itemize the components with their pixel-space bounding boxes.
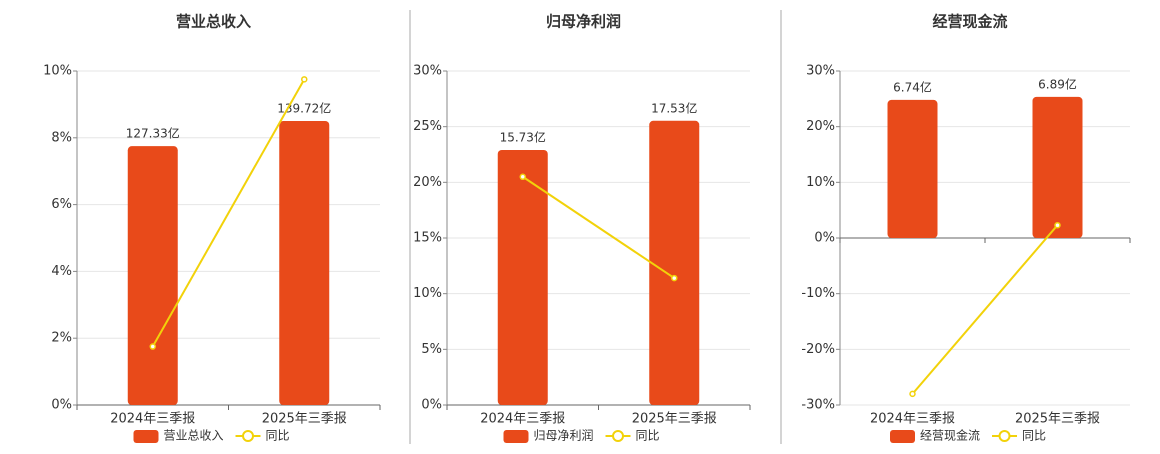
y-tick-label: 30%	[413, 64, 442, 79]
y-tick-label: 30%	[806, 64, 835, 79]
y-tick-label: 8%	[51, 130, 72, 145]
chart-title: 归母净利润	[546, 13, 621, 31]
bar	[649, 120, 700, 405]
legend-label: 营业总收入	[164, 429, 224, 443]
y-tick-label: 6%	[51, 197, 72, 212]
legend-label: 经营现金流	[920, 428, 980, 443]
legend-label: 归母净利润	[534, 429, 594, 443]
legend-swatch	[242, 430, 255, 442]
x-tick-label: 2024年三季报	[110, 412, 195, 427]
y-tick-label: -20%	[801, 342, 835, 357]
line-point	[149, 343, 156, 350]
bar	[497, 149, 548, 405]
y-tick-label: 5%	[421, 342, 442, 357]
line	[522, 175, 675, 279]
y-tick-label: 20%	[806, 119, 835, 134]
legend-label: 同比	[266, 429, 290, 443]
legend-swatch	[890, 430, 915, 443]
line-point	[519, 173, 526, 181]
bar	[279, 120, 330, 405]
legend-swatch	[998, 430, 1011, 442]
bar-value-label: 6.74亿	[893, 79, 932, 94]
legend-swatch	[133, 430, 159, 443]
y-tick-label: 0%	[814, 231, 835, 246]
y-tick-label: 10%	[806, 175, 835, 190]
y-tick-label: 2%	[51, 331, 72, 346]
legend-swatch	[503, 430, 529, 443]
y-tick-label: 25%	[413, 119, 442, 134]
x-tick-label: 2024年三季报	[480, 412, 565, 427]
legend-swatch	[612, 430, 625, 442]
legend-label: 同比	[1022, 429, 1046, 443]
y-tick-label: 15%	[413, 231, 442, 246]
y-tick-label: 0%	[51, 398, 72, 413]
bar-value-label: 15.73亿	[500, 129, 546, 144]
bar	[127, 146, 178, 405]
line-point	[301, 76, 308, 83]
line	[911, 224, 1059, 395]
y-tick-label: 20%	[413, 175, 442, 190]
y-tick-label: -10%	[801, 286, 835, 301]
chart-title: 经营现金流	[932, 13, 1007, 31]
bar	[887, 99, 938, 238]
line-point	[909, 390, 916, 398]
y-tick-label: 10%	[413, 286, 442, 301]
legend-label: 同比	[636, 429, 660, 443]
bar-value-label: 17.53亿	[651, 100, 697, 115]
x-tick-label: 2025年三季报	[632, 412, 717, 427]
y-tick-label: 4%	[51, 264, 72, 279]
x-tick-label: 2025年三季报	[1015, 412, 1100, 427]
x-tick-label: 2024年三季报	[870, 412, 955, 427]
line	[151, 78, 306, 348]
line-point	[671, 274, 678, 282]
x-tick-label: 2025年三季报	[262, 412, 347, 427]
bar-value-label: 6.89亿	[1038, 76, 1077, 91]
y-tick-label: 0%	[421, 398, 442, 413]
y-tick-label: 10%	[43, 64, 72, 79]
bar-value-label: 127.33亿	[126, 126, 180, 141]
chart-title: 营业总收入	[176, 13, 251, 31]
y-tick-label: -30%	[801, 398, 835, 413]
line-point	[1054, 221, 1061, 229]
bar	[1032, 96, 1083, 238]
